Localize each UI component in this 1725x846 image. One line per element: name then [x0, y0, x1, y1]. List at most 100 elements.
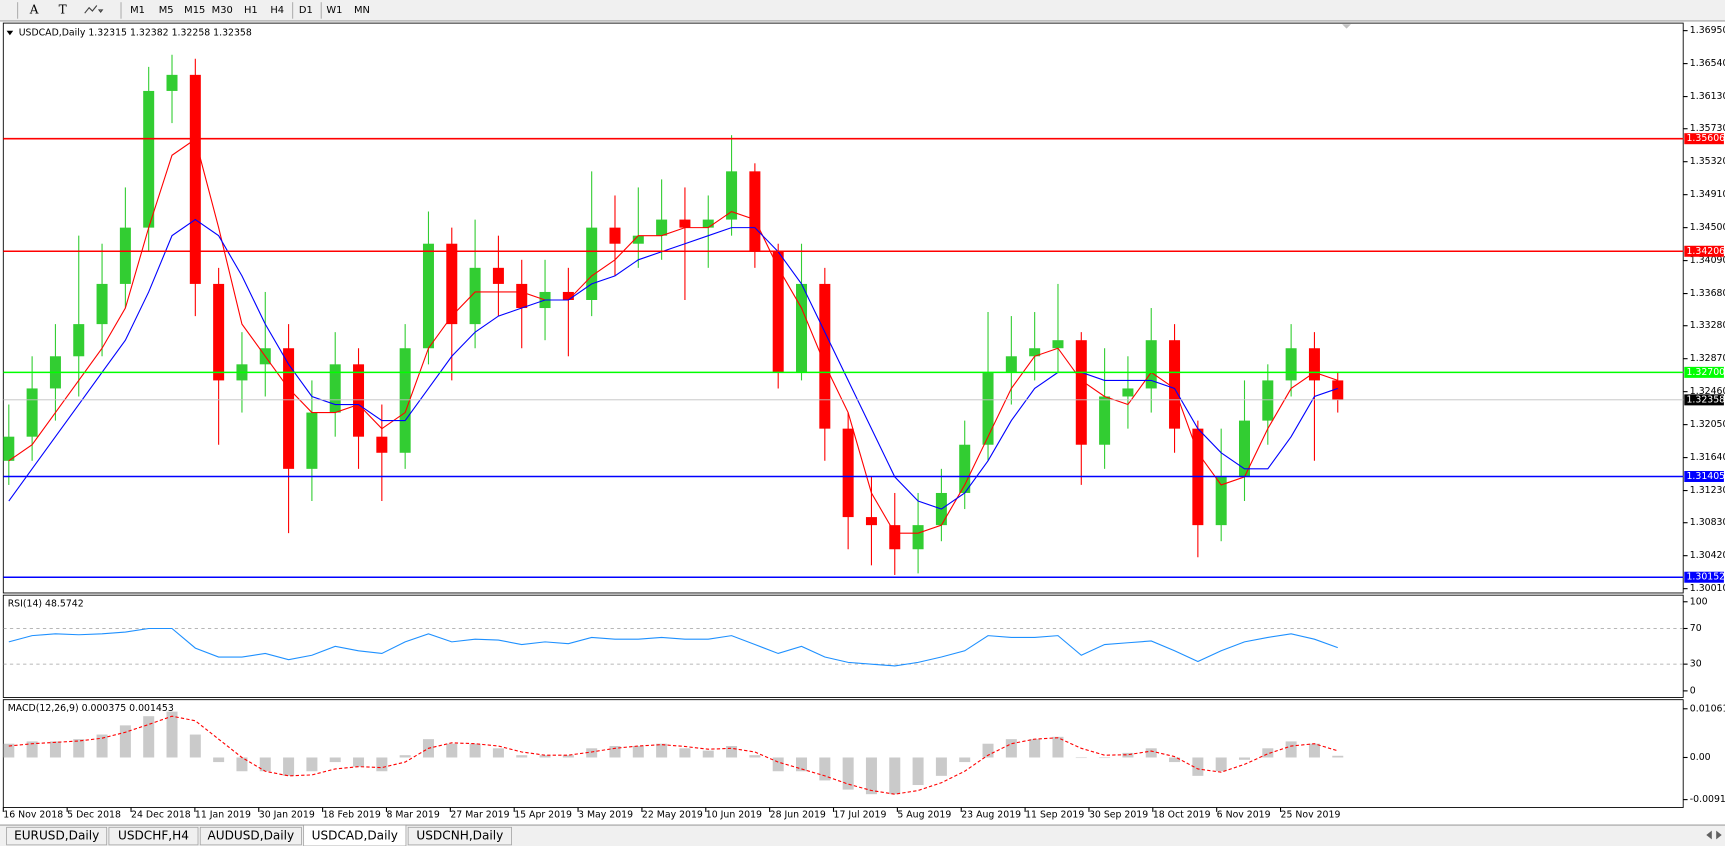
x-tick-label: 23 Aug 2019: [961, 810, 1021, 821]
candle-body: [1332, 380, 1344, 400]
tab-scroll[interactable]: [1706, 830, 1722, 840]
candle-body: [1075, 340, 1087, 445]
candle-body: [702, 219, 714, 228]
level-label: 1.34206: [1686, 246, 1725, 257]
tab-label[interactable]: USDCAD,Daily: [312, 829, 398, 843]
candle-body: [306, 412, 318, 469]
macd-bar: [166, 711, 178, 758]
macd-bar: [1052, 736, 1064, 758]
timeframe-button[interactable]: M15: [184, 5, 205, 16]
macd-bar: [469, 743, 481, 758]
x-tick-label: 30 Jan 2019: [259, 810, 315, 821]
y-tick-label: 1.30420: [1690, 550, 1725, 561]
tab[interactable]: [407, 826, 512, 846]
candle-body: [1029, 348, 1041, 357]
tab[interactable]: [6, 826, 108, 846]
tab-label[interactable]: USDCHF,H4: [118, 829, 189, 843]
y-tick-label: 1.33680: [1690, 288, 1725, 299]
level-box: [1684, 470, 1724, 482]
y-tick-label: 70: [1690, 623, 1702, 634]
candle-body: [143, 90, 155, 228]
tool-icon[interactable]: [84, 5, 104, 14]
y-tick-label: 1.32870: [1690, 353, 1725, 364]
macd-bar: [329, 757, 341, 763]
y-tick-label: 30: [1690, 659, 1702, 670]
macd-bar: [539, 755, 551, 758]
timeframe-button[interactable]: H4: [270, 5, 284, 16]
y-tick-label: 0.010615: [1690, 703, 1725, 714]
x-tick-label: 16 Nov 2018: [3, 810, 63, 821]
tab[interactable]: [108, 826, 199, 846]
y-tick-label: 1.34090: [1690, 255, 1725, 266]
candle-body: [213, 283, 225, 381]
y-tick-label: 1.35730: [1690, 123, 1725, 134]
macd-bar: [772, 757, 784, 772]
candle-body: [189, 74, 201, 284]
x-tick-label: 11 Jan 2019: [195, 810, 251, 821]
candle-body: [329, 364, 341, 413]
timeframe-button[interactable]: D1: [299, 5, 313, 16]
y-tick-label: 1.36130: [1690, 91, 1725, 102]
macd-bar: [1145, 748, 1157, 758]
level-label: 1.31405: [1686, 471, 1725, 482]
tool-button[interactable]: A: [29, 2, 39, 16]
tab-label[interactable]: AUDUSD,Daily: [207, 829, 294, 843]
x-tick-label: 24 Dec 2018: [131, 810, 191, 821]
macd-bar: [586, 748, 598, 758]
timeframe-button[interactable]: M30: [212, 5, 233, 16]
candle-body: [119, 227, 131, 284]
macd-bar: [796, 757, 808, 772]
toolbar: [0, 0, 1725, 21]
y-tick-label: 1.36540: [1690, 58, 1725, 69]
x-tick-label: 18 Feb 2019: [323, 810, 381, 821]
candle-body: [399, 348, 411, 453]
macd-bar: [26, 741, 38, 758]
candle-body: [166, 74, 178, 91]
x-tick-label: 3 May 2019: [578, 810, 633, 821]
macd-bar: [959, 757, 971, 763]
y-tick-label: 100: [1690, 596, 1708, 607]
timeframe-button[interactable]: W1: [326, 5, 342, 16]
tab-label[interactable]: USDCNH,Daily: [416, 829, 503, 843]
macd-bar: [562, 755, 574, 758]
timeframe-button[interactable]: M1: [130, 5, 145, 16]
macd-bar: [399, 755, 411, 758]
candle-body: [656, 219, 668, 236]
candle-body: [3, 436, 15, 461]
x-tick-label: 15 Apr 2019: [514, 810, 572, 821]
macd-bar: [1192, 757, 1204, 776]
macd-bar: [73, 739, 85, 758]
y-tick-label: -0.00918: [1690, 794, 1725, 805]
macd-bar: [656, 743, 668, 758]
macd-bar: [1215, 757, 1227, 772]
candle-body: [842, 428, 854, 518]
x-tick-label: 17 Jul 2019: [834, 810, 887, 821]
y-tick-label: 1.34500: [1690, 222, 1725, 233]
level-box: [1684, 133, 1724, 145]
macd-bar: [143, 716, 155, 758]
x-tick-label: 5 Dec 2018: [67, 810, 121, 821]
macd-bar: [982, 743, 994, 758]
level-label: 1.35606: [1686, 133, 1725, 144]
y-tick-label: 1.36950: [1690, 25, 1725, 36]
panel-title: USDCAD,Daily 1.32315 1.32382 1.32258 1.3…: [19, 28, 252, 39]
candle-body: [1215, 476, 1227, 526]
x-tick-label: 30 Sep 2019: [1089, 810, 1148, 821]
tab[interactable]: [199, 826, 302, 846]
tab-label[interactable]: EURUSD,Daily: [14, 829, 99, 843]
x-tick-label: 18 Oct 2019: [1153, 810, 1211, 821]
x-tick-label: 11 Sep 2019: [1025, 810, 1084, 821]
macd-bar: [1169, 757, 1181, 763]
timeframe-button[interactable]: M5: [159, 5, 174, 16]
macd-bar: [3, 743, 15, 758]
panel-title: MACD(12,26,9) 0.000375 0.001453: [8, 703, 174, 714]
tool-button[interactable]: T: [59, 2, 67, 16]
timeframe-button[interactable]: H1: [244, 5, 258, 16]
candle-body: [609, 227, 621, 244]
candle-body: [422, 243, 434, 349]
macd-panel: [2, 699, 1684, 808]
timeframe-button[interactable]: MN: [354, 5, 370, 16]
candle-body: [586, 227, 598, 300]
candle-body: [1169, 340, 1181, 429]
candle-body: [283, 348, 295, 469]
